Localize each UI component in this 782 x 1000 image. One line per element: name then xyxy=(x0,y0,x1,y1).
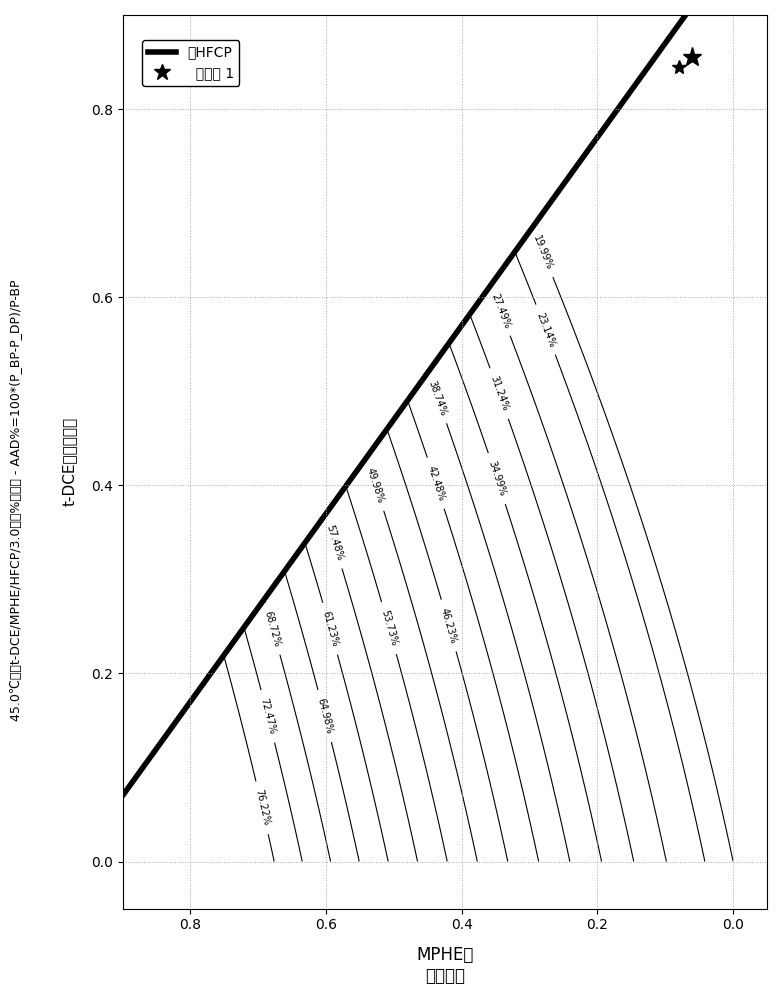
Text: 72.47%: 72.47% xyxy=(259,697,278,735)
Text: 64.98%: 64.98% xyxy=(315,697,334,735)
Text: 34.99%: 34.99% xyxy=(486,460,508,498)
Text: 31.24%: 31.24% xyxy=(488,375,510,412)
X-axis label: MPHE的
质量份数: MPHE的 质量份数 xyxy=(416,946,473,985)
Y-axis label: t-DCE的质量份数: t-DCE的质量份数 xyxy=(62,417,77,506)
Text: 68.72%: 68.72% xyxy=(263,610,282,648)
Text: 27.49%: 27.49% xyxy=(490,292,512,330)
Text: 49.98%: 49.98% xyxy=(365,466,386,504)
Text: 45.0℃下的t-DCE/MPHE/HFCP/3.0重量%的乙醇 - AAD%=100*(P_BP-P_DP)/P-BP: 45.0℃下的t-DCE/MPHE/HFCP/3.0重量%的乙醇 - AAD%=… xyxy=(9,279,22,721)
Text: 61.23%: 61.23% xyxy=(321,610,340,648)
Text: 53.73%: 53.73% xyxy=(379,609,399,647)
Text: 46.23%: 46.23% xyxy=(439,606,459,645)
Text: 57.48%: 57.48% xyxy=(324,524,344,562)
Text: 38.74%: 38.74% xyxy=(427,379,448,417)
Text: 23.14%: 23.14% xyxy=(534,311,557,349)
Legend: 零HFCP,   组合物 1: 零HFCP, 组合物 1 xyxy=(142,40,239,86)
Text: 19.99%: 19.99% xyxy=(531,234,554,271)
Text: 42.48%: 42.48% xyxy=(425,464,447,502)
Text: 76.22%: 76.22% xyxy=(253,789,271,827)
